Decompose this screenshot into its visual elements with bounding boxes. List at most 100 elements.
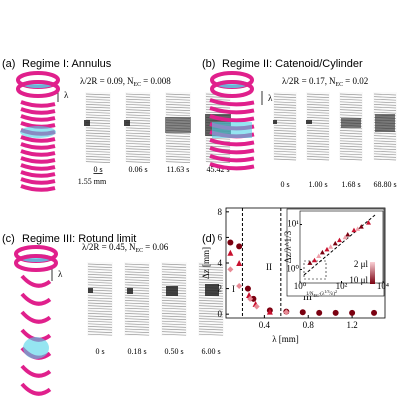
photo-coil [161, 328, 187, 331]
photo-coil [273, 93, 297, 96]
photo-coil [339, 150, 363, 153]
photo-coil [85, 132, 111, 135]
photo-coil [165, 161, 191, 163]
spring-coil [20, 156, 56, 164]
text-part: = 0.02 [345, 76, 368, 86]
photo-coil [124, 268, 150, 271]
photo-coil [306, 104, 330, 106]
photo-droplet [166, 286, 178, 296]
y-axis-label: Δz [mm] [201, 247, 211, 279]
photo-coil [273, 109, 297, 111]
photo-coil [85, 145, 111, 148]
photo-coil [85, 93, 111, 96]
photo-coil [87, 331, 113, 333]
photo-coil [306, 93, 330, 96]
data-point [244, 285, 251, 292]
photo-coil [124, 310, 150, 313]
photo-coil [273, 143, 297, 145]
text-part: 1/3 [324, 289, 329, 294]
photo-coil [125, 93, 151, 96]
photo-coil [339, 109, 363, 111]
photo-coil [125, 156, 151, 158]
photo-coil [306, 98, 330, 101]
photo-coil [339, 143, 363, 145]
photo-coil [125, 127, 151, 130]
photo-coil [161, 323, 187, 326]
photo-coil [306, 109, 330, 111]
spring-coil [20, 177, 56, 185]
text-part: λ/2R = 0.45, [82, 242, 127, 252]
photo-coil [87, 279, 113, 281]
photo-coil [125, 150, 151, 153]
photo-coil [306, 137, 330, 140]
photo-coil [373, 137, 397, 140]
photo-coil [124, 328, 150, 331]
photo-coil [339, 130, 363, 132]
y-tick-label: 0 [218, 309, 223, 319]
photo-droplet [341, 118, 361, 128]
photo-coil [125, 98, 151, 101]
photo-coil [205, 98, 231, 101]
photo-coil [273, 137, 297, 140]
photo-coil [85, 140, 111, 143]
photo-coil [165, 145, 191, 148]
photo-coil [373, 101, 397, 104]
photo-coil [373, 156, 397, 158]
inset-x-label: 1/NEC·(λ1/3/λ)2 [306, 289, 337, 298]
photo-coil [373, 158, 397, 161]
lambda-label: λ [64, 90, 69, 100]
photo-coil [125, 106, 151, 109]
data-point [253, 303, 260, 310]
photo-coil [306, 150, 330, 153]
photo-droplet [88, 288, 93, 293]
photo-coil [125, 132, 151, 135]
spring-coil [209, 162, 255, 171]
lambda-label: λ [268, 93, 273, 103]
droplet [212, 122, 252, 138]
photo-coil [373, 135, 397, 137]
data-point [236, 283, 243, 290]
photo-coil [306, 143, 330, 145]
photo-coil [161, 266, 187, 268]
photo-coil [85, 117, 111, 119]
photo-coil [198, 307, 224, 310]
photo-coil [87, 307, 113, 310]
photo-coil [125, 158, 151, 161]
spring-coil [209, 154, 255, 163]
inset-x-tick-label: 10⁰ [294, 281, 307, 291]
photo-coil [273, 111, 297, 114]
photo-coil [165, 132, 191, 135]
photo-coil [87, 300, 113, 302]
photo-coil [306, 96, 330, 98]
photo-coil [373, 148, 397, 150]
data-point [236, 243, 243, 250]
time-label: 45.42 s [206, 165, 229, 174]
photo-coil [87, 266, 113, 268]
photo-coil [124, 313, 150, 315]
data-point [247, 295, 254, 302]
photo-coil [124, 274, 150, 276]
photo-coil [165, 98, 191, 101]
time-label: 1.00 s [308, 180, 327, 189]
photo-coil [273, 119, 297, 122]
photo-coil [165, 137, 191, 140]
photo-coil [85, 150, 111, 153]
photo-coil [161, 310, 187, 313]
photo-coil [273, 130, 297, 132]
photo-coil [306, 127, 330, 130]
spring-coil [20, 114, 56, 122]
inset-point [316, 253, 322, 258]
spring-coil [209, 138, 255, 147]
photo-coil [198, 320, 224, 323]
photo-coil [205, 153, 231, 156]
photo-coil [373, 106, 397, 109]
photo-coil [124, 297, 150, 300]
y-tick-label: 6 [218, 232, 223, 242]
photo-coil [273, 104, 297, 106]
spring-coil [20, 107, 56, 115]
photo-coil [85, 143, 111, 145]
photo-coil [165, 101, 191, 104]
photo-coil [273, 135, 297, 137]
colorbar [370, 262, 375, 284]
inset-point [351, 227, 357, 233]
